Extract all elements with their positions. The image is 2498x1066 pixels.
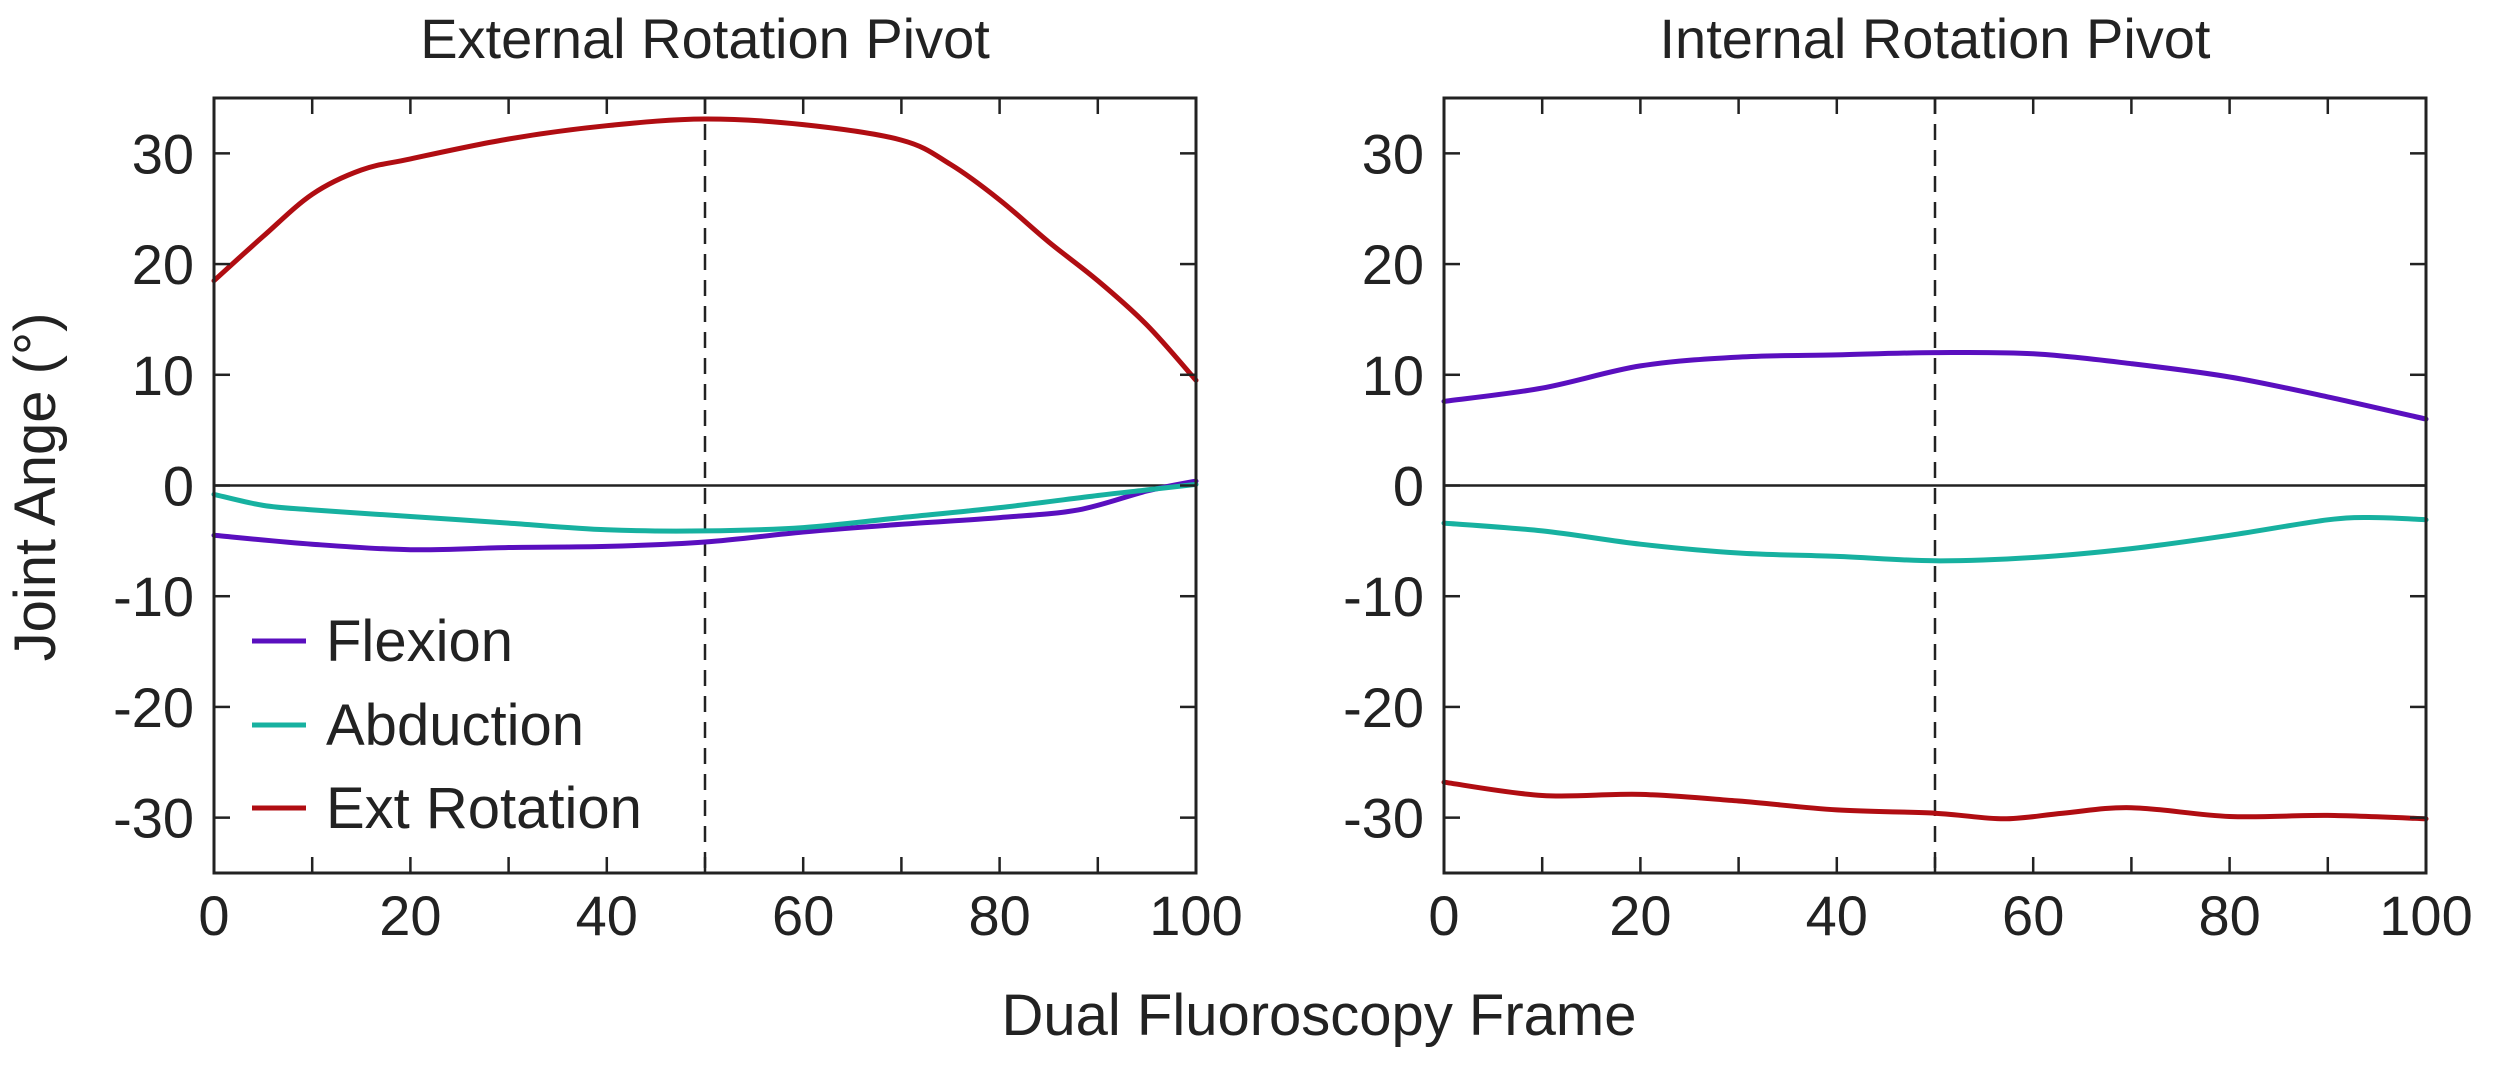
y-tick-label: 20 <box>132 233 194 296</box>
y-tick-label: -10 <box>1343 565 1424 628</box>
legend-label: Abduction <box>326 693 584 758</box>
y-axis-label: Joint Ange (°) <box>3 313 68 662</box>
y-tick-label: -30 <box>113 787 194 850</box>
y-tick-label: -20 <box>1343 676 1424 739</box>
x-tick-label: 40 <box>1806 884 1868 947</box>
legend-label: Ext Rotation <box>326 776 642 841</box>
y-tick-label: 30 <box>132 122 194 185</box>
x-tick-label: 20 <box>1609 884 1671 947</box>
x-tick-label: 100 <box>2379 884 2472 947</box>
y-tick-label: 10 <box>132 344 194 407</box>
legend-label: Flexion <box>326 609 513 674</box>
y-tick-label: 0 <box>1393 455 1424 518</box>
x-tick-label: 20 <box>379 884 441 947</box>
x-tick-label: 40 <box>576 884 638 947</box>
y-tick-label: 20 <box>1362 233 1424 296</box>
x-tick-label: 80 <box>2198 884 2260 947</box>
x-tick-label: 60 <box>2002 884 2064 947</box>
y-tick-label: -10 <box>113 565 194 628</box>
legend: Flexion Abduction Ext Rotation <box>252 609 642 841</box>
panel-2-title: Internal Rotation Pivot <box>1660 7 2211 70</box>
x-tick-label: 0 <box>198 884 229 947</box>
x-tick-label: 100 <box>1149 884 1242 947</box>
series-abduction-line <box>211 481 1199 534</box>
x-tick-label: 0 <box>1428 884 1459 947</box>
x-axis-label: Dual Fluoroscopy Frame <box>1002 983 1637 1048</box>
x-tick-label: 80 <box>968 884 1030 947</box>
x-tick-label: 60 <box>772 884 834 947</box>
y-tick-label: 30 <box>1362 122 1424 185</box>
y-tick-label: 0 <box>163 455 194 518</box>
y-tick-label: -20 <box>113 676 194 739</box>
series-flexion-line <box>211 478 1199 553</box>
panel-1-title: External Rotation Pivot <box>420 7 990 70</box>
y-tick-label: -30 <box>1343 787 1424 850</box>
series-ext-rotation-line <box>211 116 1199 383</box>
series-flexion-line <box>1441 349 2429 422</box>
y-tick-label: 10 <box>1362 344 1424 407</box>
series-ext-rotation-line <box>1441 779 2429 822</box>
series-abduction-line <box>1441 515 2429 564</box>
